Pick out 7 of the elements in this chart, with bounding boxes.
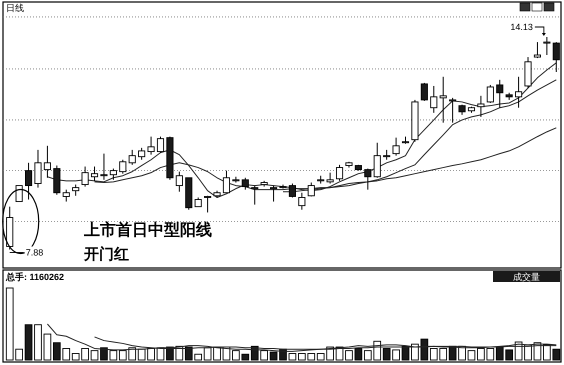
- text: 14.13: [510, 22, 533, 32]
- chart-title: 日线: [6, 3, 24, 13]
- button: 成交量: [493, 271, 560, 282]
- annotation: 开门红: [83, 245, 129, 263]
- annotation: 上市首日中型阳线: [83, 221, 212, 239]
- text: 总手: 1160262: [5, 272, 64, 282]
- annotation: 7.88: [26, 248, 44, 258]
